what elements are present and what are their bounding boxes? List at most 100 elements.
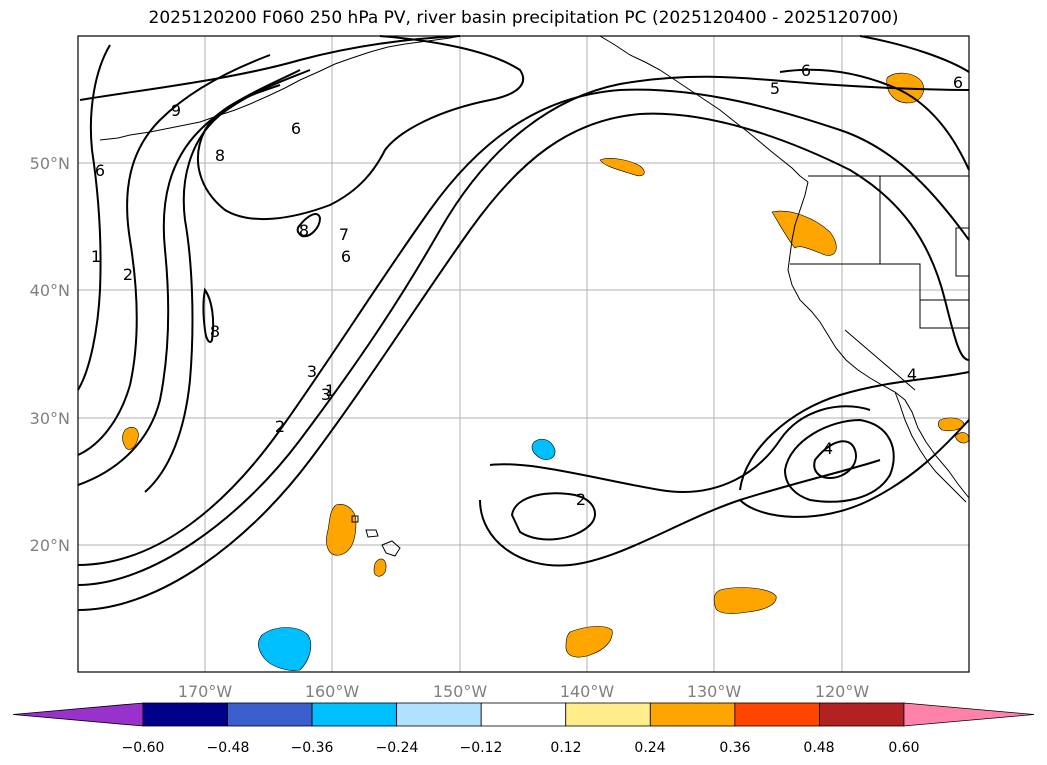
contour-line [77,44,111,391]
lat-axis-labels: 50°N 40°N 30°N 20°N [30,154,70,555]
figure-title: 2025120200 F060 250 hPa PV, river basin … [148,8,899,28]
precip-blob-positive [373,558,387,577]
contour-label: 3 [307,362,317,381]
precip-blob-positive [937,417,965,432]
lon-label: 170°W [178,682,233,701]
contour-line [77,88,970,566]
lat-label: 30°N [30,409,70,428]
contour-line [296,213,322,238]
contour-line [202,287,215,343]
contour-label: 6 [801,61,811,80]
alaska-coast [99,35,461,141]
contour-line [77,75,970,586]
precip-blob-positive [565,626,613,658]
colorbar-extend-high [903,702,1035,727]
contour-line [77,112,970,611]
contour-line [779,68,970,171]
alaska-panhandle [599,35,809,183]
colorbar-tick-label: −0.24 [376,740,419,756]
contour-line [479,459,881,567]
colorbar-segment [142,702,228,727]
contour-line [859,35,970,73]
contour-line [783,418,895,503]
pv-contours [77,35,970,611]
baja-coast [894,391,967,503]
precip-blob-negative [258,627,312,671]
colorbar-segment [480,702,567,727]
hawaii-island [381,540,401,557]
contour-label-group: 9 6 8 8 6 7 6 3 1 2 3 1 2 8 5 6 6 2 4 4 [91,61,963,509]
lon-label: 160°W [305,682,360,701]
precip-blob-positive [326,504,357,556]
hawaii-island [351,515,359,523]
colorbar-tick-label: −0.60 [122,740,165,756]
contour-label: 2 [123,265,133,284]
colorbar-extend-low [12,702,144,727]
colorbar-segment [734,702,820,727]
contour-label: 8 [210,322,220,341]
map-background [78,36,969,672]
colorbar-tick-label: 0.48 [803,740,834,756]
lon-label: 130°W [687,682,742,701]
colorbar-segment [649,702,736,727]
contour-line [77,54,271,456]
precip-blob-negative [531,438,556,460]
contour-label: 1 [91,247,101,266]
contour-line [196,35,525,220]
contour-label: 6 [953,73,963,92]
lon-label: 150°W [433,682,488,701]
lon-label: 120°W [815,682,870,701]
state-border [880,263,969,329]
precip-blob-positive [122,426,139,450]
lat-label: 50°N [30,154,70,173]
hawaii-island [365,529,379,538]
lon-axis-labels: 170°W 160°W 150°W 140°W 130°W 120°W [178,682,870,701]
contour-label: 7 [339,225,349,244]
contour-label: 5 [770,79,780,98]
lat-label: 20°N [30,536,70,555]
contour-label: 1 [325,381,335,400]
state-border [844,329,916,391]
contour-label: 2 [576,490,586,509]
contour-line [739,371,970,491]
contour-label: 8 [215,146,225,165]
contour-line [813,440,857,480]
contour-line [489,405,871,493]
colorbar [12,702,1035,727]
precip-blob-positive [713,587,777,614]
contour-label: 6 [341,247,351,266]
colorbar-segment [227,702,313,727]
colorbar-tick-label: −0.12 [460,740,503,756]
contour-label: 8 [299,221,309,240]
contour-label: 4 [823,439,833,458]
contour-label: 6 [95,161,105,180]
contour-label: 9 [171,101,181,120]
colorbar-tick-label: −0.36 [291,740,334,756]
colorbar-tick-label: 0.12 [550,740,581,756]
colorbar-segment [565,702,651,727]
contour-label: 6 [291,119,301,138]
lon-label: 140°W [560,682,615,701]
contour-line [510,492,596,541]
colorbar-tick-label: 0.60 [888,740,919,756]
map-frame [77,35,970,673]
precip-blob-positive [771,210,837,256]
coastlines [99,35,970,557]
us-west-coast [787,181,970,499]
colorbar-segment [311,702,398,727]
colorbar-tick-labels: −0.60 −0.48 −0.36 −0.24 −0.12 0.12 0.24 … [122,740,920,756]
contour-label: 3 [321,385,331,404]
precip-blob-positive [599,158,645,177]
precip-shading [122,72,970,671]
gridlines [78,36,969,672]
contour-label: 2 [275,417,285,436]
colorbar-segment [819,702,905,727]
colorbar-tick-label: 0.36 [719,740,750,756]
contour-label: 4 [907,365,917,384]
colorbar-tick-label: −0.48 [207,740,250,756]
contour-line [739,419,970,518]
colorbar-segment [396,702,482,727]
lat-label: 40°N [30,281,70,300]
colorbar-tick-label: 0.24 [634,740,665,756]
